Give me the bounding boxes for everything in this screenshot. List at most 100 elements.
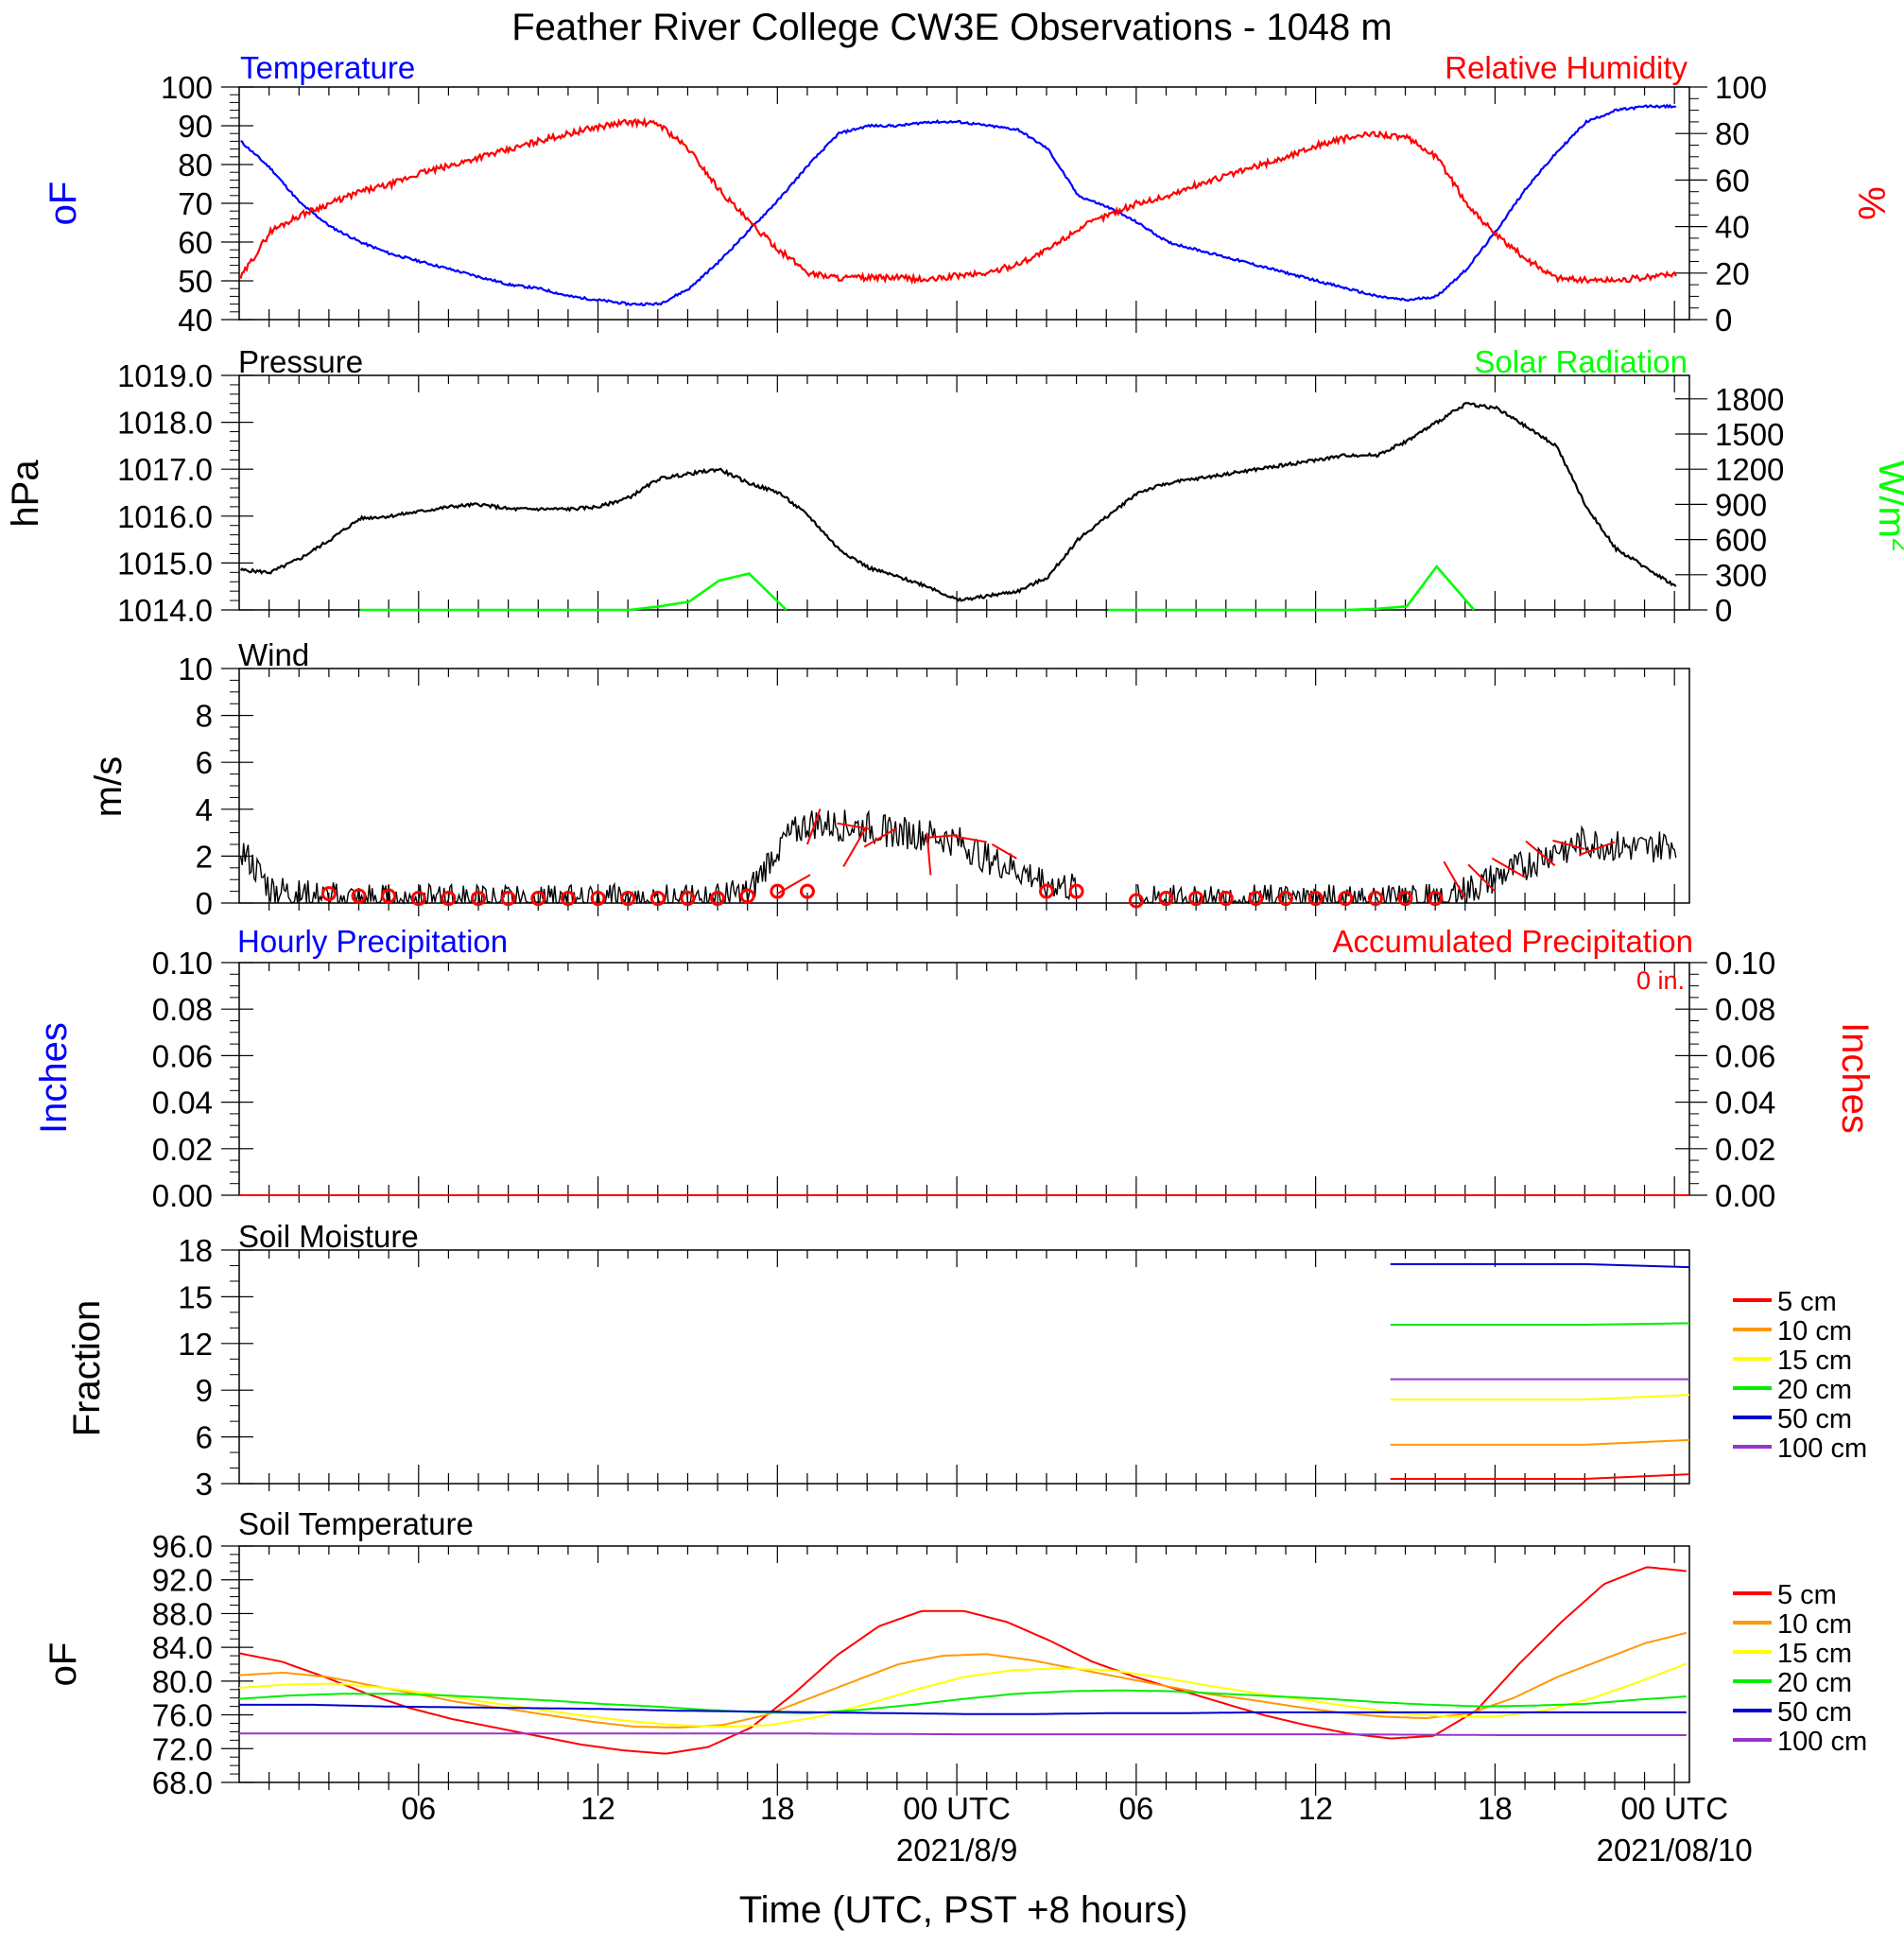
legend-label: 5 cm [1777,1287,1837,1317]
y-tick-label: 0.10 [1715,946,1775,981]
calm-wind-marker [410,891,426,907]
time-axis: 06 12 18 00 UTC 06 12 18 00 UTC 2021/8/9 2021/08/… [401,1791,1752,1868]
legend-label: 15 cm [1777,1639,1852,1669]
wind-barb [1525,840,1556,867]
y-tick-label: 68.0 [152,1765,213,1800]
y-tick-label: 1014.0 [117,593,213,628]
calm-wind-marker [471,891,487,907]
calm-wind-marker [1188,891,1204,907]
legend-label: 50 cm [1777,1404,1852,1434]
x-tick-label: 06 [1119,1791,1154,1826]
soil-moisture-line [1390,1394,1690,1401]
legend-label: 100 cm [1777,1727,1867,1757]
calm-wind-marker [799,883,815,899]
x-tick-label: 00 UTC [903,1791,1011,1826]
soil-moisture-line [1390,1322,1690,1327]
wind-barb [806,808,822,845]
legend-label: 10 cm [1777,1609,1852,1640]
calm-wind-marker [770,883,786,899]
temperature-title: Temperature [240,50,415,85]
calm-wind-marker [381,888,397,904]
calm-wind-marker [680,891,696,907]
legend-label: 5 cm [1777,1580,1837,1610]
panel-wind: 10 8 6 4 2 0 Wind m/s [88,637,1690,921]
y-tick-label: 0.02 [1715,1132,1775,1167]
soil-temperature-unit: oF [43,1642,84,1687]
y-tick-label: 15 [178,1279,213,1314]
y-tick-label: 96.0 [152,1529,213,1564]
y-tick-label: 8 [196,699,213,734]
calm-wind-marker [590,891,606,907]
soil-temperature-title: Soil Temperature [238,1506,474,1541]
calm-wind-marker [1218,891,1234,907]
y-tick-label: 18 [178,1233,213,1268]
calm-wind-marker [649,891,666,907]
plot-frame [238,374,1690,611]
soil-moisture-line [1390,1438,1690,1446]
wind-unit: m/s [88,756,130,817]
calm-wind-marker [351,888,367,904]
calm-wind-marker [739,888,755,904]
y-tick-label: 4 [196,792,213,827]
y-tick-label: 6 [196,745,213,780]
y-tick-label: 1015.0 [117,546,213,581]
plot-frame [238,1545,1690,1783]
y-tick-label: 0.08 [152,992,213,1027]
soil-temperature-line [239,1732,1687,1736]
y-tick-label: 1018.0 [117,406,213,441]
y-tick-label: 1500 [1715,417,1784,452]
y-tick-label: 0.10 [152,946,213,981]
y-tick-label: 6 [196,1420,213,1455]
legend-label: 15 cm [1777,1346,1852,1376]
humidity-unit: % [1850,186,1892,220]
soil-temperature-line [238,1566,1687,1755]
y-tick-label: 40 [1715,210,1750,245]
calm-wind-marker [1068,883,1084,899]
soil-moisture-line [1390,1473,1690,1481]
legend-label: 20 cm [1777,1668,1852,1698]
y-tick-label: 0.06 [152,1038,213,1073]
y-tick-label: 76.0 [152,1698,213,1733]
calm-wind-marker [1397,891,1413,907]
legend-label: 100 cm [1777,1433,1867,1464]
accum-precip-title: Accumulated Precipitation [1332,924,1693,959]
wind-barb [1552,839,1585,850]
y-tick-label: 0 [196,886,213,921]
y-tick-label: 50 [178,264,213,299]
solar-unit: W/m2 [1871,460,1904,552]
y-tick-label: 100 [1715,70,1767,105]
wind-barb [863,826,898,848]
precip-left-unit: Inches [33,1022,75,1134]
x-tick-label: 18 [760,1791,795,1826]
y-tick-label: 80 [1715,116,1750,151]
y-tick-label: 0.06 [1715,1038,1775,1073]
x-tick-label: 00 UTC [1620,1791,1728,1826]
y-tick-label: 600 [1715,523,1767,558]
y-tick-label: 10 [178,652,213,686]
soil-moisture-unit: Fraction [66,1300,108,1437]
y-tick-label: 0 [1715,593,1732,628]
legend-label: 50 cm [1777,1697,1852,1728]
soil-temperature-line [239,1703,1687,1715]
calm-wind-marker [1338,891,1354,907]
y-tick-label: 1019.0 [117,358,213,393]
wind-barb [776,874,811,895]
y-tick-label: 0.08 [1715,992,1775,1027]
accum-precip-value: 0 in. [1636,966,1685,995]
y-tick-label: 92.0 [152,1563,213,1598]
wind-barb [1491,857,1526,878]
temperature-line [240,103,1676,307]
x-tick-label: 18 [1478,1791,1513,1826]
plot-frame [238,86,1690,321]
y-tick-label: 1800 [1715,382,1784,417]
y-tick-label: 60 [1715,163,1750,198]
soil-moisture-line [1390,1262,1690,1269]
wind-barb [1467,863,1497,893]
calm-wind-marker [1038,883,1054,899]
pressure-line [239,401,1677,602]
panel-temperature-humidity: 100 90 80 70 60 50 40 100 80 60 40 20 0 Temperature Re… [43,50,1892,338]
wind-barb [926,832,932,876]
